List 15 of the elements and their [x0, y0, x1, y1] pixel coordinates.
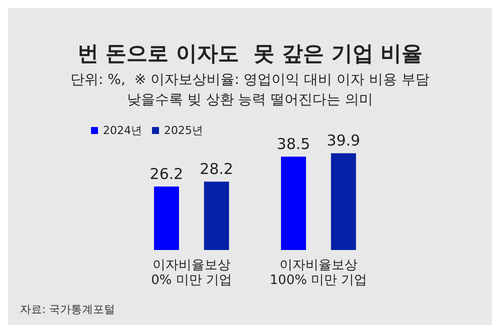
- data-label: 38.5: [276, 135, 310, 154]
- bar: [204, 182, 229, 250]
- bar: [281, 156, 306, 250]
- data-label: 26.2: [150, 164, 184, 183]
- legend-label: 2024년: [103, 124, 142, 137]
- bar: [331, 153, 356, 250]
- data-label: 39.9: [326, 132, 360, 150]
- bar: [154, 186, 179, 250]
- chart-subtitle: 단위: %, ※ 이자보상비율: 영업이익 대비 이자 비용 부담 낮을수록 빚 상환 능력 떨어진다는 의미: [70, 72, 430, 108]
- legend-label: 2025년: [164, 124, 203, 137]
- x-tick-label: 이자비율보상 0% 미만 기업: [151, 258, 232, 288]
- chart-title: 번 돈으로 이자도 못 갚은 기업 비율: [77, 42, 423, 66]
- data-label: 28.2: [200, 160, 234, 178]
- text: 자료: 국가통계포털: [20, 303, 116, 316]
- x-tick-label: 이자비율보상 100% 미만 기업: [270, 258, 368, 288]
